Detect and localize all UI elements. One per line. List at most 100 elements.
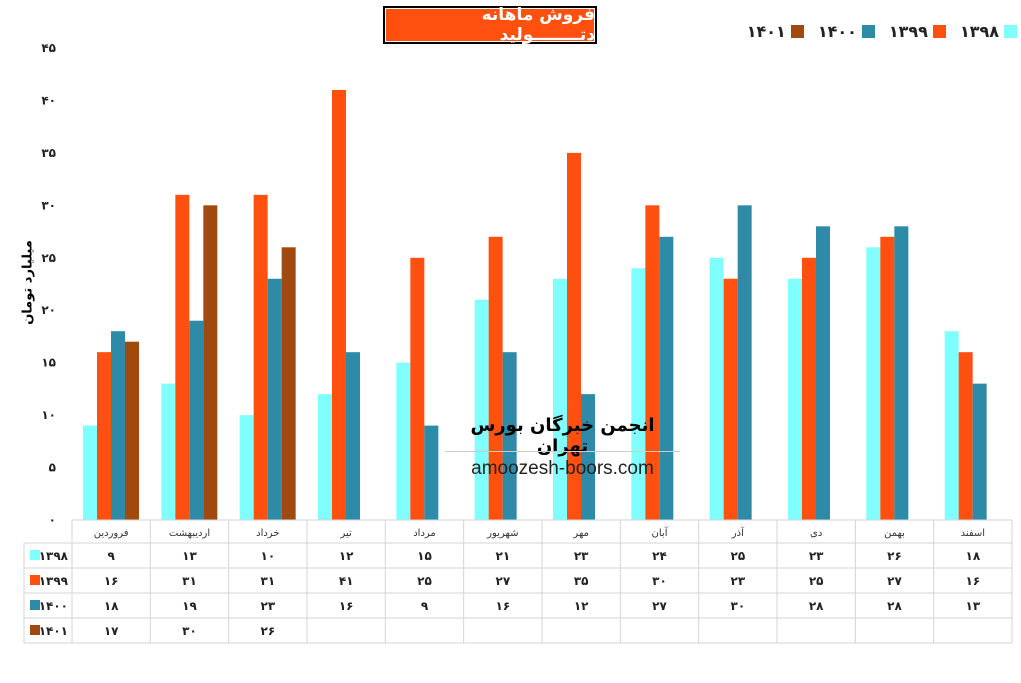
bar — [737, 205, 752, 521]
y-tick-label: ۱۵ — [41, 356, 56, 370]
y-tick-label: ۰ — [49, 513, 56, 527]
table-series-label: ۱۴۰۰ — [39, 599, 68, 613]
data-table-cell: ۱۲ — [574, 599, 589, 613]
data-table-cell: ۳۰ — [731, 599, 746, 613]
bar — [189, 320, 204, 520]
bar — [880, 236, 895, 521]
legend-swatch — [790, 25, 804, 38]
x-category-label: آبان — [652, 526, 669, 539]
x-category-label: مرداد — [413, 528, 436, 539]
data-table-cell: ۴۱ — [339, 574, 354, 588]
bar — [709, 257, 724, 520]
bar — [175, 194, 190, 520]
table-series-label: ۱۳۹۸ — [39, 549, 69, 563]
legend-label: ۱۴۰۰ — [817, 22, 857, 41]
bar — [346, 352, 360, 520]
bar — [203, 205, 218, 521]
y-tick-label: ۳۵ — [41, 146, 56, 160]
data-table-cell: ۲۳ — [731, 574, 746, 588]
watermark-divider — [445, 451, 680, 452]
bar — [410, 257, 425, 520]
bar — [424, 425, 439, 520]
data-table-cell: ۲۵ — [417, 574, 432, 588]
data-table-cell: ۲۷ — [887, 574, 902, 588]
data-table-cell: ۱۶ — [339, 599, 354, 613]
data-table-cell: ۲۷ — [496, 574, 511, 588]
bar — [239, 415, 254, 520]
bar — [866, 247, 881, 521]
x-category-label: بهمن — [884, 528, 905, 539]
legend-item: ۱۴۰۰ — [818, 22, 875, 41]
x-category-label: فروردین — [94, 528, 129, 539]
bar — [944, 331, 959, 520]
data-table-cell: ۳۱ — [182, 574, 197, 588]
watermark-site: amoozesh-boors.com — [471, 458, 654, 479]
x-category-label: شهریور — [486, 528, 518, 539]
bar — [788, 278, 802, 520]
legend-swatch — [861, 25, 875, 38]
data-table-cell: ۲۸ — [809, 599, 824, 613]
data-table-cell: ۱۶ — [496, 599, 511, 613]
legend-item: ۱۳۹۹ — [889, 22, 946, 41]
legend-swatch — [1004, 25, 1017, 38]
bar — [267, 278, 282, 520]
legend-label: ۱۳۹۹ — [888, 22, 928, 41]
table-legend-swatch — [30, 600, 40, 610]
data-table-cell: ۳۵ — [574, 574, 589, 588]
bar — [97, 352, 111, 520]
y-tick-label: ۲۰ — [41, 303, 56, 317]
data-table-cell: ۱۶ — [104, 574, 119, 588]
bar — [318, 394, 332, 520]
data-table-cell: ۳۰ — [182, 624, 197, 638]
y-tick-label: ۵ — [49, 461, 56, 475]
x-category-label: اردیبهشت — [169, 528, 210, 539]
table-legend-swatch — [30, 550, 40, 560]
legend-label: ۱۳۹۸ — [959, 22, 999, 41]
data-table-cell: ۹ — [108, 549, 116, 563]
bar — [581, 394, 595, 520]
data-table-cell: ۲۶ — [887, 549, 902, 563]
data-table-cell: ۲۵ — [731, 549, 746, 563]
x-category-label: دی — [810, 528, 822, 539]
y-tick-label: ۲۵ — [41, 251, 56, 265]
data-table-cell: ۲۱ — [496, 549, 511, 563]
y-tick-label: ۱۰ — [41, 408, 56, 422]
data-table-cell: ۲۳ — [261, 599, 276, 613]
bar — [659, 236, 674, 521]
legend: ۱۳۹۸ ۱۳۹۹ ۱۴۰۰ ۱۴۰۱ — [747, 22, 1017, 41]
legend-label: ۱۴۰۱ — [746, 22, 786, 41]
bar — [802, 257, 816, 520]
data-table-cell: ۱۳ — [966, 599, 981, 613]
data-table-cell: ۲۳ — [809, 549, 824, 563]
data-table-cell: ۱۶ — [966, 574, 981, 588]
x-category-label: آذر — [731, 526, 745, 539]
legend-swatch — [932, 25, 946, 38]
bar — [894, 226, 909, 521]
data-table-cell: ۲۷ — [652, 599, 667, 613]
data-table-cell: ۳۰ — [652, 574, 667, 588]
x-category-label: اسفند — [961, 528, 985, 539]
bar — [972, 383, 987, 520]
data-table-cell: ۱۸ — [966, 549, 981, 563]
data-table-cell: ۱۷ — [104, 624, 119, 638]
y-tick-label: ۴۰ — [41, 93, 56, 107]
bar — [958, 352, 973, 520]
data-table-cell: ۹ — [421, 599, 429, 613]
data-table-cell: ۲۸ — [887, 599, 902, 613]
bar — [83, 425, 97, 520]
x-category-label: تیر — [340, 528, 353, 539]
bar — [488, 236, 503, 521]
bar — [125, 341, 139, 520]
data-table-cell: ۱۵ — [417, 549, 432, 563]
chart-title: فروش ماهانه دتــــــــولید — [383, 5, 597, 45]
bar — [474, 299, 489, 520]
bar — [723, 278, 738, 520]
bar — [332, 89, 346, 520]
data-table-cell: ۲۵ — [809, 574, 824, 588]
data-table-cell: ۱۲ — [339, 549, 354, 563]
y-tick-label: ۴۵ — [41, 41, 56, 55]
data-table-cell: ۳۱ — [261, 574, 276, 588]
data-table-cell: ۱۸ — [104, 599, 119, 613]
